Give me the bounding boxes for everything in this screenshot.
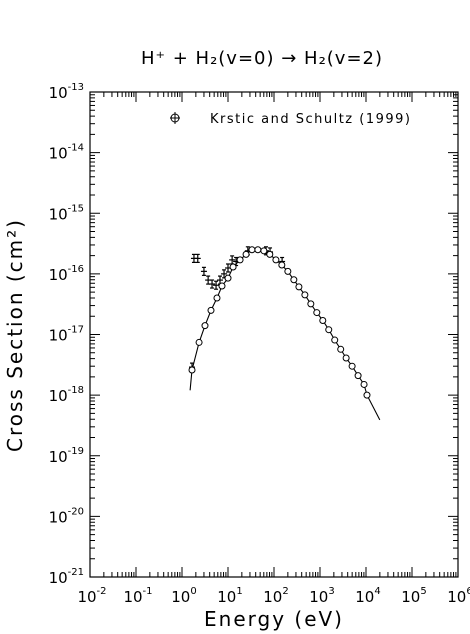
circle-marker (363, 391, 371, 399)
circle-marker (224, 274, 232, 282)
tick-base: 10 (49, 84, 68, 102)
tick-exponent: 2 (282, 586, 288, 597)
circle-marker (360, 380, 368, 388)
circle-marker (201, 322, 209, 330)
circle-marker (348, 362, 356, 370)
tick-label: 10-20 (49, 506, 84, 526)
tick-exponent: -17 (68, 325, 84, 336)
tick-label: 10-16 (49, 264, 84, 284)
x-axis-label: Energy (eV) (204, 607, 344, 631)
circle-marker (295, 283, 303, 291)
tick-base: 10 (49, 266, 68, 284)
chart-title: H⁺ + H₂(v=0) → H₂(v=2) (141, 48, 383, 69)
circle-marker (331, 336, 339, 344)
tick-label: 10-21 (49, 567, 84, 587)
tick-label: 10-17 (49, 325, 84, 345)
tick-base: 10 (49, 448, 68, 466)
circle-marker (337, 345, 345, 353)
tick-exponent: 0 (190, 586, 196, 597)
data-point (213, 280, 220, 290)
tick-label: 100 (171, 586, 196, 606)
tick-exponent: -21 (68, 567, 84, 578)
tick-base: 10 (49, 508, 68, 526)
tick-exponent: -1 (143, 586, 153, 597)
circle-marker (207, 306, 215, 314)
tick-exponent: 1 (236, 586, 242, 597)
tick-label: 103 (309, 586, 334, 606)
circle-marker (218, 282, 226, 290)
tick-base: 10 (49, 387, 68, 405)
circle-marker (319, 317, 327, 325)
tick-label: 10-19 (49, 446, 84, 466)
tick-exponent: -16 (68, 264, 84, 275)
tick-label: 10-18 (49, 385, 84, 405)
tick-label: 10-13 (49, 82, 84, 102)
circle-marker (242, 250, 250, 258)
data-point (194, 253, 201, 263)
circle-marker (290, 276, 298, 284)
tick-label: 10-14 (49, 143, 84, 163)
circle-marker (307, 300, 315, 308)
tick-exponent: 3 (328, 586, 334, 597)
circle-marker (284, 267, 292, 275)
tick-base: 10 (309, 588, 328, 606)
tick-label: 10-2 (77, 586, 106, 606)
circle-marker (213, 294, 221, 302)
circle-marker (236, 256, 244, 264)
tick-exponent: -20 (68, 506, 84, 517)
tick-base: 10 (49, 205, 68, 223)
tick-base: 10 (77, 588, 96, 606)
tick-label: 10-15 (49, 203, 84, 223)
tick-label: 102 (263, 586, 288, 606)
tick-label: 101 (217, 586, 242, 606)
circle-marker (248, 246, 256, 254)
tick-base: 10 (217, 588, 236, 606)
circle-marker (195, 338, 203, 346)
tick-exponent: -19 (68, 446, 84, 457)
tick-exponent: -14 (68, 143, 84, 154)
tick-base: 10 (49, 145, 68, 163)
tick-exponent: 5 (420, 586, 426, 597)
circle-marker (325, 326, 333, 334)
circle-marker (272, 256, 280, 264)
tick-exponent: -2 (97, 586, 107, 597)
circle-marker (229, 263, 237, 271)
tick-base: 10 (263, 588, 282, 606)
legend-label: Krstic and Schultz (1999) (210, 112, 412, 127)
y-axis-label: Cross Section (cm²) (3, 218, 27, 452)
tick-exponent: -13 (68, 82, 84, 93)
tick-base: 10 (447, 588, 466, 606)
tick-base: 10 (171, 588, 190, 606)
circle-marker (260, 247, 268, 255)
circle-marker (278, 261, 286, 269)
tick-label: 106 (447, 586, 470, 606)
data-point (200, 266, 207, 276)
tick-label: 105 (401, 586, 426, 606)
circle-marker (254, 246, 262, 254)
tick-exponent: 4 (374, 586, 380, 597)
circle-marker (266, 250, 274, 258)
tick-label: 10-1 (123, 586, 152, 606)
circle-marker (188, 366, 196, 374)
tick-base: 10 (355, 588, 374, 606)
circle-marker (313, 309, 321, 317)
tick-exponent: -15 (68, 203, 84, 214)
tick-exponent: -18 (68, 385, 84, 396)
tick-base: 10 (401, 588, 420, 606)
data-point (209, 279, 216, 289)
circle-marker (342, 354, 350, 362)
tick-base: 10 (49, 327, 68, 345)
tick-base: 10 (49, 569, 68, 587)
circle-marker (354, 372, 362, 380)
circle-marker (301, 291, 309, 299)
tick-label: 104 (355, 586, 380, 606)
tick-exponent: 6 (466, 586, 470, 597)
tick-base: 10 (123, 588, 142, 606)
